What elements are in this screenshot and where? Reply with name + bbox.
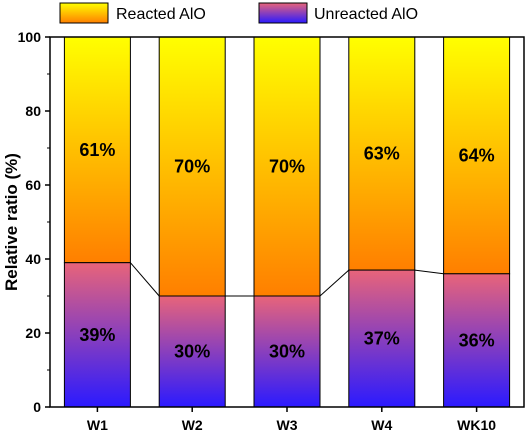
- bar-reacted: [63, 36, 131, 264]
- data-label-unreacted: 30%: [174, 342, 210, 362]
- data-label-unreacted: 36%: [459, 330, 495, 350]
- data-label-unreacted: 39%: [79, 325, 115, 345]
- connector-line: [319, 269, 350, 297]
- bar-unreacted: [348, 269, 416, 408]
- x-tick-label: WK10: [457, 417, 496, 433]
- connector-line: [130, 262, 160, 297]
- y-tick-label: 60: [25, 177, 41, 193]
- legend-label-unreacted: Unreacted AlO: [314, 6, 418, 23]
- x-tick-label: W2: [182, 417, 203, 433]
- data-label-reacted: 70%: [174, 157, 210, 177]
- bar-unreacted: [63, 262, 131, 408]
- data-label-unreacted: 37%: [364, 329, 400, 349]
- x-axis: W1 W2 W3 W4 WK10: [87, 407, 496, 433]
- y-axis: 0 20 40 60 80 100: [18, 29, 50, 415]
- connector-line: [414, 269, 444, 275]
- legend-swatch-reacted: [59, 2, 109, 24]
- y-axis-title: Relative ratio (%): [2, 153, 21, 291]
- y-tick-label: 40: [25, 251, 41, 267]
- legend-label-reacted: Reacted AlO: [116, 6, 206, 23]
- bar-unreacted: [443, 273, 511, 408]
- legend: Reacted AlO Unreacted AlO: [59, 2, 418, 24]
- data-label-reacted: 61%: [79, 140, 115, 160]
- bar-reacted: [253, 36, 321, 297]
- legend-swatch-unreacted: [258, 2, 308, 24]
- connector-lines: [130, 262, 444, 297]
- x-tick-label: W3: [277, 417, 298, 433]
- y-tick-label: 80: [25, 103, 41, 119]
- bar-unreacted: [253, 295, 321, 408]
- bar-unreacted: [158, 295, 226, 408]
- bars: [63, 36, 511, 408]
- y-tick-label: 0: [33, 399, 41, 415]
- y-tick-label: 20: [25, 325, 41, 341]
- data-label-unreacted: 30%: [269, 342, 305, 362]
- data-label-reacted: 64%: [459, 145, 495, 165]
- data-label-reacted: 70%: [269, 157, 305, 177]
- x-tick-label: W4: [371, 417, 392, 433]
- data-label-reacted: 63%: [364, 144, 400, 164]
- percent-labels: 61% 39% 70% 30% 70% 30% 63% 37% 64% 36%: [79, 140, 494, 362]
- x-tick-label: W1: [87, 417, 108, 433]
- y-tick-label: 100: [18, 29, 42, 45]
